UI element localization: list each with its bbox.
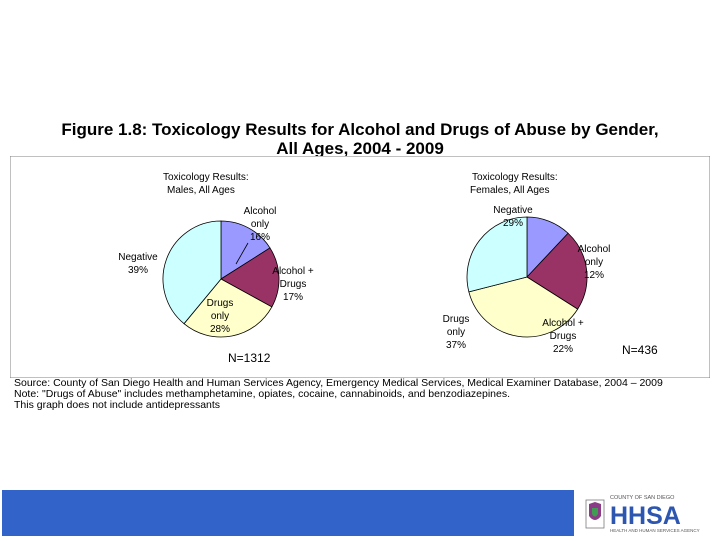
logo-main-text: HHSA (610, 502, 681, 530)
male-pie-title-line1: Toxicology Results: (163, 172, 249, 183)
female-label-alcohol-pct: 12% (584, 270, 604, 281)
male-label-alcdrugs-line1: Alcohol + (272, 266, 314, 277)
source-note: Source: County of San Diego Health and H… (14, 377, 663, 389)
male-pie-slices (162, 220, 280, 338)
male-label-drugs-line1: Drugs (207, 298, 234, 309)
logo-emblem-icon (585, 499, 605, 529)
hhsa-logo-svg: COUNTY OF SAN DIEGO HHSA HEALTH AND HUMA… (585, 495, 700, 533)
female-pie-slices (466, 216, 588, 338)
female-pie-title-line1: Toxicology Results: (472, 172, 558, 183)
male-label-alcohol-line2: only (251, 219, 269, 230)
female-pie-slice-drugs (468, 276, 579, 338)
male-label-negative: Negative (118, 252, 158, 263)
male-pie: Toxicology Results: Males, All Ages Alco… (118, 172, 314, 365)
blue-footer-band (2, 490, 574, 536)
logo-bottom-text: HEALTH AND HUMAN SERVICES AGENCY (610, 528, 700, 533)
male-pie-slice-alcohol (220, 220, 271, 280)
male-n-label: N=1312 (228, 351, 271, 365)
female-pie: Toxicology Results: Females, All Ages Ne… (443, 172, 658, 357)
male-label-drugs-pct: 28% (210, 324, 230, 335)
male-label-alcohol-line1: Alcohol (244, 206, 277, 217)
footer-bar: COUNTY OF SAN DIEGO HHSA HEALTH AND HUMA… (0, 490, 720, 540)
male-label-alcdrugs-pct: 17% (283, 292, 303, 303)
logo-top-text: COUNTY OF SAN DIEGO (610, 495, 675, 501)
male-label-drugs-line2: only (211, 311, 229, 322)
female-label-alcdrugs-line2: Drugs (550, 331, 577, 342)
female-label-drugs-line1: Drugs (443, 314, 470, 325)
female-pie-slice-negative (466, 216, 528, 293)
male-pie-slice-alcdrugs (220, 247, 280, 308)
female-label-alcdrugs-pct: 22% (553, 344, 573, 355)
female-label-drugs-line2: only (447, 327, 465, 338)
antidepressants-note: This graph does not include antidepressa… (14, 399, 221, 411)
female-label-drugs-pct: 37% (446, 340, 466, 351)
male-pie-slice-drugs (183, 278, 273, 338)
hhsa-logo: COUNTY OF SAN DIEGO HHSA HEALTH AND HUMA… (584, 490, 714, 536)
figure-title-line2: All Ages, 2004 - 2009 (276, 139, 444, 158)
female-label-negative-pct: 29% (503, 218, 523, 229)
male-label-alcohol-pct: 16% (250, 232, 270, 243)
notes-block: Source: County of San Diego Health and H… (14, 378, 663, 411)
male-leader-line-alcohol (235, 242, 249, 265)
drugs-of-abuse-note: Note: "Drugs of Abuse" includes methamph… (14, 388, 511, 400)
male-pie-slice-negative (162, 220, 222, 325)
female-n-label: N=436 (622, 343, 658, 357)
figure-title: Figure 1.8: Toxicology Results for Alcoh… (0, 120, 720, 158)
male-pie-title-line2: Males, All Ages (167, 185, 235, 196)
female-pie-title-line2: Females, All Ages (470, 185, 549, 196)
female-label-alcdrugs-line1: Alcohol + (542, 318, 584, 329)
male-label-alcdrugs-line2: Drugs (280, 279, 307, 290)
female-label-negative: Negative (493, 205, 533, 216)
chart-panel: Toxicology Results: Males, All Ages Alco… (9, 155, 711, 379)
female-label-alcohol-line1: Alcohol (578, 244, 611, 255)
female-pie-slice-alcdrugs (526, 232, 588, 310)
male-label-negative-pct: 39% (128, 265, 148, 276)
female-label-alcohol-line2: only (585, 257, 603, 268)
figure-title-line1: Figure 1.8: Toxicology Results for Alcoh… (61, 120, 659, 139)
chart-border (9, 155, 711, 379)
charts-svg: Toxicology Results: Males, All Ages Alco… (9, 155, 711, 379)
